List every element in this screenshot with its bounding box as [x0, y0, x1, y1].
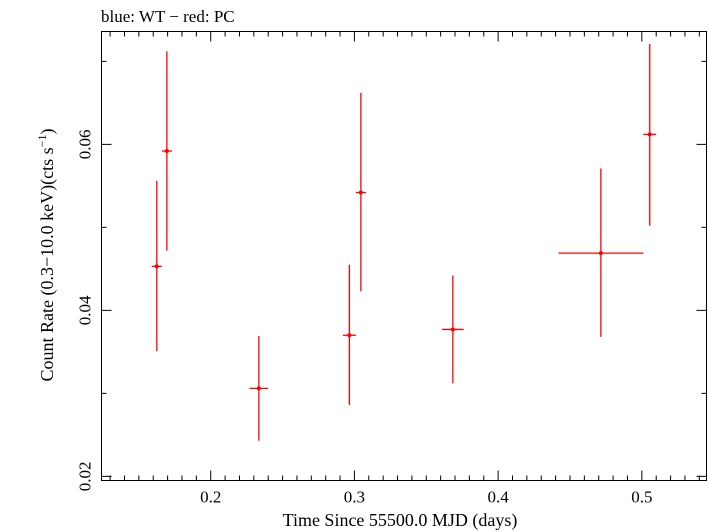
- y-axis-label-tail: ): [37, 129, 58, 135]
- data-marker: [358, 190, 363, 195]
- chart-title: blue: WT − red: PC: [101, 7, 235, 26]
- data-marker: [164, 149, 169, 154]
- data-marker: [647, 132, 652, 137]
- y-tick-label: 0.06: [76, 129, 95, 159]
- y-axis-label-superscript: −1: [35, 135, 49, 148]
- y-axis-label: Count Rate (0.3−10.0 keV)(cts s−1): [35, 129, 58, 382]
- data-point: [442, 275, 464, 384]
- y-tick-label: 0.02: [76, 461, 95, 491]
- x-tick-label: 0.4: [488, 488, 510, 507]
- data-marker: [154, 264, 159, 269]
- data-marker: [347, 333, 352, 338]
- x-axis-label: Time Since 55500.0 MJD (days): [283, 510, 518, 531]
- data-point: [249, 336, 269, 441]
- data-point: [151, 180, 162, 352]
- y-tick-label: 0.04: [76, 295, 95, 325]
- x-tick-label: 0.2: [200, 488, 221, 507]
- plot-frame: [101, 31, 707, 481]
- data-points: [151, 43, 657, 441]
- x-tick-label: 0.5: [631, 488, 652, 507]
- axis-ticks: [101, 31, 707, 481]
- data-point: [558, 168, 644, 337]
- x-tick-labels: 0.2 0.3 0.4 0.5: [200, 488, 652, 507]
- data-point: [161, 51, 172, 251]
- data-point: [355, 92, 366, 292]
- x-tick-label: 0.3: [344, 488, 365, 507]
- y-tick-labels: 0.02 0.04 0.06: [76, 129, 95, 491]
- data-marker: [256, 386, 261, 391]
- data-marker: [598, 251, 603, 256]
- data-point: [643, 43, 657, 226]
- data-point: [342, 264, 356, 405]
- y-axis-label-main: Count Rate (0.3−10.0 keV)(cts s: [37, 147, 58, 381]
- data-marker: [450, 327, 455, 332]
